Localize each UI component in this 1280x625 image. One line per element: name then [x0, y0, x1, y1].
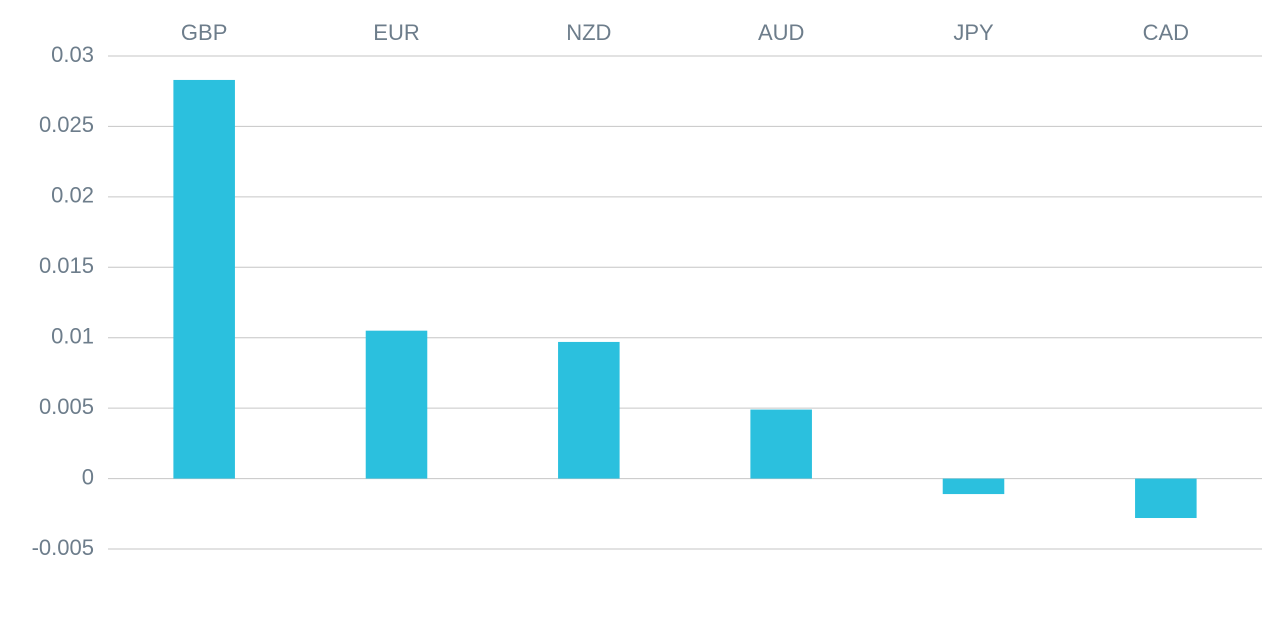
category-label: NZD: [566, 20, 611, 45]
y-tick-label: 0.02: [51, 183, 94, 208]
bar: [173, 80, 235, 479]
bar: [366, 331, 428, 479]
y-tick-label: 0.03: [51, 42, 94, 67]
y-tick-label: 0.025: [39, 112, 94, 137]
category-label: JPY: [953, 20, 994, 45]
chart-svg: -0.005 0 0.005 0.01 0.015 0.02 0.025 0.03 GBP EUR…: [0, 0, 1280, 625]
y-tick-label: 0.01: [51, 324, 94, 349]
y-tick-label: 0.005: [39, 394, 94, 419]
y-tick-label: 0.015: [39, 253, 94, 278]
bar: [750, 410, 812, 479]
y-tick-label: 0: [82, 464, 94, 489]
bar: [558, 342, 620, 479]
bar: [943, 479, 1005, 494]
bar: [1135, 479, 1197, 518]
category-label: CAD: [1143, 20, 1189, 45]
category-label: AUD: [758, 20, 804, 45]
category-label: EUR: [373, 20, 419, 45]
currency-bar-chart: -0.005 0 0.005 0.01 0.015 0.02 0.025 0.03 GBP EUR…: [0, 0, 1280, 625]
category-label: GBP: [181, 20, 227, 45]
y-tick-label: -0.005: [32, 535, 94, 560]
